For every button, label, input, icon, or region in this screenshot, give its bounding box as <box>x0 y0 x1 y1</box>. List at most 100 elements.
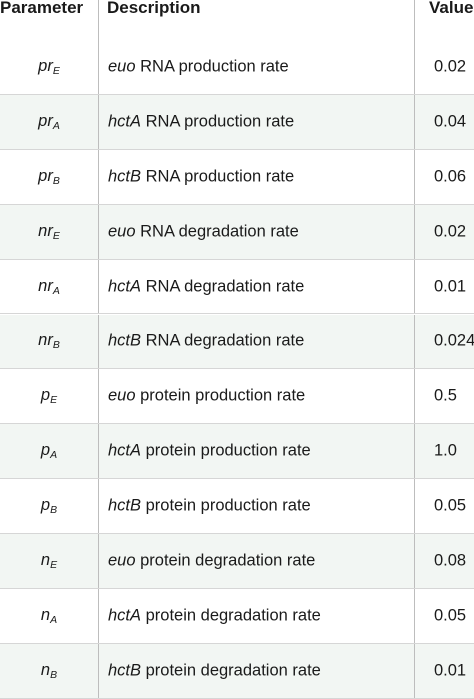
parameter-symbol: n <box>40 660 51 679</box>
parameter-cell: nA <box>0 606 98 626</box>
parameter-subscript: E <box>52 64 60 77</box>
value-cell: 0.5 <box>434 386 457 405</box>
column-divider <box>98 94 99 149</box>
parameter-cell: prB <box>0 167 98 187</box>
description-cell: hctA RNA production rate <box>108 112 294 131</box>
description-text: protein degradation rate <box>135 551 316 570</box>
value-cell: 0.024 <box>434 331 474 350</box>
description-text: protein degradation rate <box>141 606 321 625</box>
value-cell: 0.02 <box>434 222 467 241</box>
gene-name: hctA <box>108 277 142 296</box>
parameter-subscript: A <box>50 613 58 626</box>
parameter-subscript: B <box>52 339 60 352</box>
value-cell: 0.01 <box>434 277 467 296</box>
parameter-subscript: A <box>52 119 60 132</box>
column-divider <box>414 314 415 369</box>
column-divider <box>414 94 415 149</box>
gene-name: euo <box>108 222 136 241</box>
column-divider <box>98 314 99 369</box>
parameter-subscript: E <box>50 394 58 407</box>
parameter-cell: nrB <box>0 331 98 351</box>
parameter-cell: prE <box>0 57 98 77</box>
value-cell: 0.08 <box>434 551 467 570</box>
parameter-subscript: B <box>50 504 58 517</box>
table-header: Parameter Description Value <box>0 0 474 41</box>
gene-name: euo <box>108 386 136 405</box>
table-row: pB hctB protein production rate 0.05 <box>0 479 474 535</box>
table-row: prA hctA RNA production rate 0.04 <box>0 94 474 150</box>
description-cell: euo RNA degradation rate <box>108 222 299 241</box>
gene-name: hctA <box>108 606 142 625</box>
column-divider <box>414 40 415 94</box>
column-divider <box>414 534 415 588</box>
table-row: nB hctB protein degradation rate 0.01 <box>0 643 474 699</box>
description-text: protein degradation rate <box>141 661 321 680</box>
parameter-cell: nE <box>0 551 98 571</box>
column-divider <box>98 149 99 204</box>
gene-name: hctA <box>108 441 142 460</box>
column-divider <box>98 589 99 643</box>
column-divider <box>414 424 415 479</box>
parameter-subscript: A <box>50 449 58 462</box>
gene-name: euo <box>108 551 136 570</box>
parameter-symbol: nr <box>38 276 53 295</box>
value-cell: 0.06 <box>434 167 467 186</box>
description-text: RNA degradation rate <box>141 277 305 296</box>
parameter-cell: nrA <box>0 277 98 297</box>
parameter-subscript: E <box>50 559 58 572</box>
column-divider <box>98 40 99 94</box>
parameter-symbol: p <box>40 441 51 460</box>
parameter-subscript: A <box>52 284 60 297</box>
value-cell: 0.05 <box>434 496 467 515</box>
description-cell: hctA protein production rate <box>108 442 311 461</box>
description-cell: hctA RNA degradation rate <box>108 277 304 296</box>
gene-name: hctB <box>108 661 142 680</box>
description-text: protein production rate <box>141 441 311 460</box>
parameter-symbol: nr <box>38 331 53 350</box>
column-divider <box>414 369 415 424</box>
table-row: nrA hctA RNA degradation rate 0.01 <box>0 259 474 315</box>
column-divider <box>414 204 415 259</box>
description-cell: hctA protein degradation rate <box>108 606 321 625</box>
description-cell: hctB RNA degradation rate <box>108 332 304 351</box>
table-row: nE euo protein degradation rate 0.08 <box>0 534 474 589</box>
description-text: RNA production rate <box>141 167 295 186</box>
value-cell: 0.01 <box>434 661 467 680</box>
description-text: protein production rate <box>141 496 311 515</box>
parameter-cell: nB <box>0 661 98 681</box>
column-divider <box>98 479 99 534</box>
table-row: pE euo protein production rate 0.5 <box>0 369 474 425</box>
gene-name: hctA <box>108 112 142 131</box>
column-divider <box>98 424 99 479</box>
parameter-cell: pA <box>0 441 98 461</box>
column-divider <box>98 204 99 259</box>
parameter-symbol: pr <box>38 56 53 75</box>
table-row: prB hctB RNA production rate 0.06 <box>0 149 474 205</box>
description-text: protein production rate <box>135 386 306 405</box>
parameter-subscript: B <box>52 174 60 187</box>
gene-name: hctB <box>108 167 142 186</box>
table-row: pA hctA protein production rate 1.0 <box>0 424 474 480</box>
header-description: Description <box>107 0 201 17</box>
value-cell: 0.05 <box>434 606 467 625</box>
description-cell: euo protein degradation rate <box>108 552 315 571</box>
column-divider <box>414 643 415 698</box>
description-text: RNA production rate <box>141 112 295 131</box>
description-cell: euo RNA production rate <box>108 57 289 76</box>
column-divider <box>414 589 415 643</box>
description-text: RNA degradation rate <box>141 331 305 350</box>
description-cell: hctB protein degradation rate <box>108 661 321 680</box>
description-cell: euo protein production rate <box>108 387 305 406</box>
column-divider <box>414 149 415 204</box>
parameter-subscript: B <box>50 668 58 681</box>
column-divider <box>98 534 99 588</box>
parameter-symbol: p <box>40 386 51 405</box>
description-text: RNA degradation rate <box>135 222 299 241</box>
table-row: nrB hctB RNA degradation rate 0.024 <box>0 314 474 370</box>
header-value: Value <box>429 0 474 17</box>
gene-name: hctB <box>108 331 142 350</box>
column-divider <box>98 259 99 314</box>
description-cell: hctB RNA production rate <box>108 167 294 186</box>
gene-name: hctB <box>108 496 142 515</box>
parameter-symbol: pr <box>38 166 53 185</box>
